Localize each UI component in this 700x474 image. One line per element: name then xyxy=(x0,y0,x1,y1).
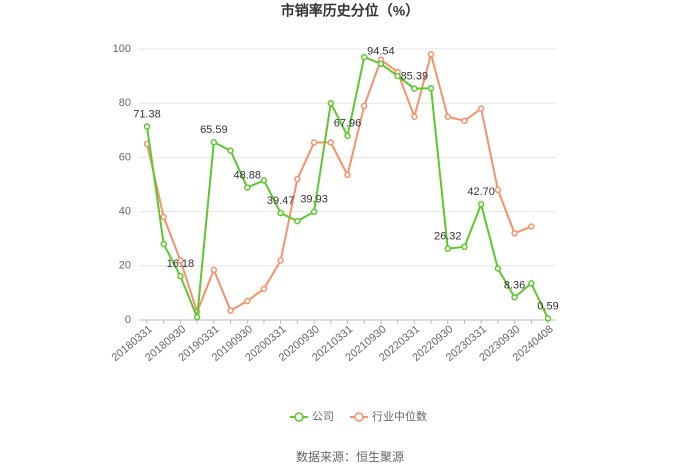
data-point xyxy=(444,245,451,252)
chart-title: 市销率历史分位（%） xyxy=(281,3,419,19)
data-point xyxy=(227,147,234,154)
data-point xyxy=(394,72,401,80)
data-point xyxy=(210,139,218,146)
data-label: 65.59 xyxy=(200,124,228,136)
data-point xyxy=(310,139,318,146)
data-point xyxy=(461,243,468,251)
data-label: 16.18 xyxy=(167,258,195,270)
data-point xyxy=(511,294,518,301)
data-point xyxy=(444,113,451,120)
data-point xyxy=(193,314,201,321)
legend-label: 公司 xyxy=(312,411,334,423)
y-tick-label: 20 xyxy=(119,260,131,272)
data-point xyxy=(277,209,284,217)
y-tick-label: 100 xyxy=(113,43,131,55)
data-label: 42.70 xyxy=(467,186,495,198)
data-point xyxy=(327,139,335,146)
data-point xyxy=(528,223,535,230)
data-point xyxy=(227,307,234,314)
data-point xyxy=(277,257,284,264)
y-tick-label: 40 xyxy=(119,206,131,218)
data-point xyxy=(360,53,368,61)
data-point xyxy=(477,105,485,112)
data-label: 85.39 xyxy=(401,70,429,82)
data-point xyxy=(377,60,385,68)
source: 数据来源：恒生聚源 xyxy=(296,449,404,464)
data-point xyxy=(360,102,368,110)
data-point xyxy=(244,297,251,305)
data-label: 94.54 xyxy=(367,46,395,58)
data-label: 0.59 xyxy=(537,300,558,312)
data-label: 67.96 xyxy=(334,118,362,130)
data-point xyxy=(494,186,502,194)
data-point xyxy=(461,117,468,125)
data-point xyxy=(544,315,552,322)
data-label: 8.36 xyxy=(504,279,525,291)
data-point xyxy=(411,113,418,120)
data-point xyxy=(177,257,184,264)
y-tick-label: 80 xyxy=(119,97,131,109)
legend-marker xyxy=(294,412,304,422)
legend-label: 行业中位数 xyxy=(372,409,427,423)
data-point xyxy=(427,85,435,92)
data-point xyxy=(260,177,268,184)
data-label: 26.32 xyxy=(434,231,462,243)
data-point xyxy=(160,213,167,221)
data-point xyxy=(294,175,301,183)
y-tick-label: 0 xyxy=(125,314,131,326)
data-label: 71.38 xyxy=(133,108,161,120)
data-point xyxy=(528,280,535,287)
data-point xyxy=(143,123,151,130)
data-point xyxy=(210,266,218,274)
data-label: 48.88 xyxy=(233,169,261,181)
data-point xyxy=(294,217,301,225)
data-point xyxy=(427,51,435,58)
series-line xyxy=(146,50,532,315)
data-point xyxy=(260,285,268,293)
data-point xyxy=(244,184,251,191)
data-point xyxy=(477,201,485,208)
data-point xyxy=(494,265,502,272)
data-point xyxy=(511,230,518,237)
data-point xyxy=(411,85,418,92)
legend-marker xyxy=(354,412,364,422)
data-label: 39.47 xyxy=(267,195,295,207)
data-point xyxy=(160,240,167,248)
data-label: 39.93 xyxy=(300,194,328,206)
data-point xyxy=(344,171,351,179)
data-point xyxy=(310,208,318,216)
data-point xyxy=(327,99,335,107)
data-point xyxy=(177,272,184,280)
data-point xyxy=(344,132,351,140)
y-tick-label: 60 xyxy=(119,151,131,163)
